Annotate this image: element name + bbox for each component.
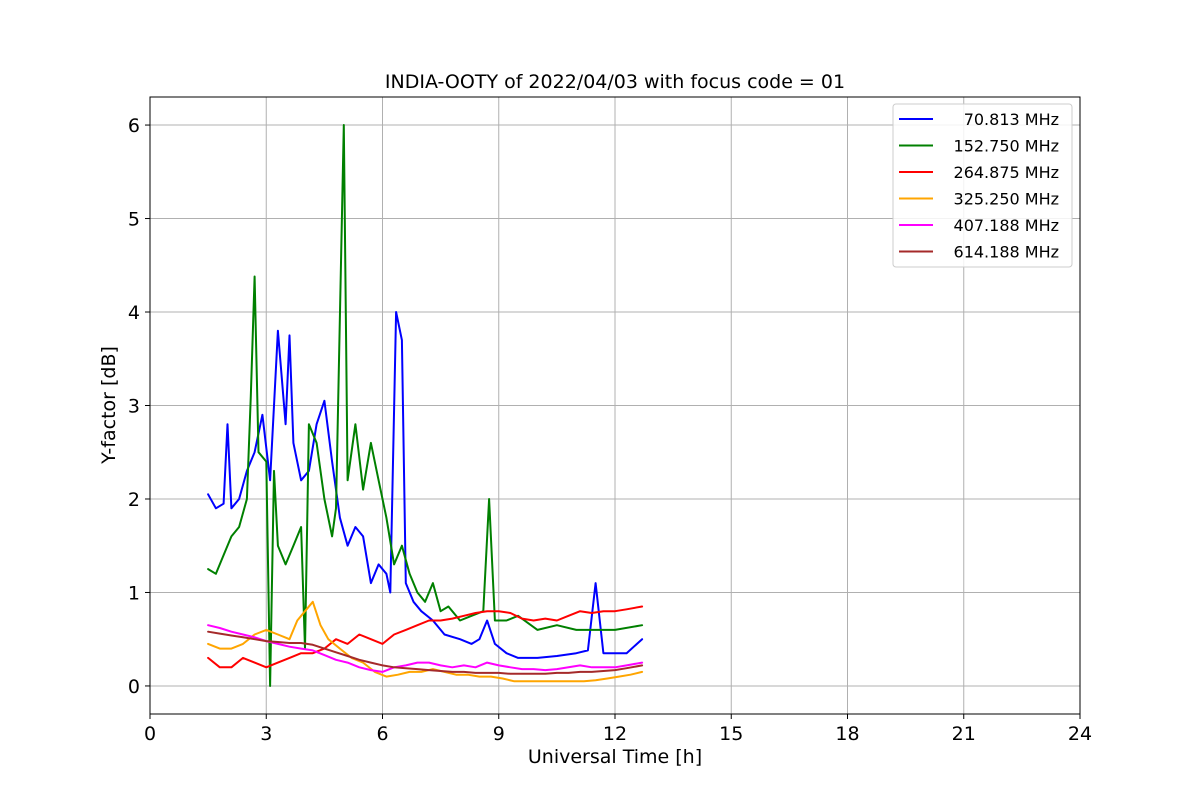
y-tick-label: 0 (128, 676, 140, 698)
series-line-407-188-mhz (207, 624, 644, 673)
chart-title: INDIA-OOTY of 2022/04/03 with focus code… (385, 71, 845, 93)
y-tick-label: 3 (128, 396, 140, 418)
legend-label: 70.813 MHz (964, 110, 1059, 129)
series-line-152-750-mhz (207, 124, 644, 687)
legend-label: 614.188 MHz (954, 243, 1059, 262)
x-tick-label: 18 (835, 723, 859, 745)
plot-frame (149, 96, 1081, 715)
legend-label: 264.875 MHz (954, 163, 1059, 182)
series-line-264-875-mhz (207, 605, 644, 669)
series-line-325-250-mhz (207, 600, 644, 683)
series-lines (207, 124, 644, 687)
legend: 70.813 MHz 152.750 MHz 264.875 MHz 325.250 … (892, 103, 1073, 268)
y-tick-label: 2 (128, 489, 140, 511)
series-line-614-188-mhz (207, 630, 644, 675)
x-tick-label: 0 (144, 723, 156, 745)
y-axis-label: Y-factor [dB] (98, 346, 120, 465)
legend-box (892, 103, 1073, 268)
x-tick-label: 6 (376, 723, 388, 745)
x-tick-label: 15 (719, 723, 743, 745)
y-tick-label: 6 (128, 115, 140, 137)
x-tick-label: 3 (260, 723, 272, 745)
x-tick-label: 24 (1068, 723, 1092, 745)
x-axis-label: Universal Time [h] (528, 746, 702, 768)
y-tick-label: 1 (128, 582, 140, 604)
x-tick-label: 9 (493, 723, 505, 745)
x-tick-label: 12 (603, 723, 627, 745)
legend-label: 152.750 MHz (954, 137, 1059, 156)
legend-label: 325.250 MHz (954, 190, 1059, 209)
y-tick-label: 4 (128, 302, 140, 324)
y-tick-label: 5 (128, 209, 140, 231)
legend-label: 407.188 MHz (954, 216, 1059, 235)
series-line-70-813-mhz (207, 311, 644, 659)
x-tick-label: 21 (952, 723, 976, 745)
